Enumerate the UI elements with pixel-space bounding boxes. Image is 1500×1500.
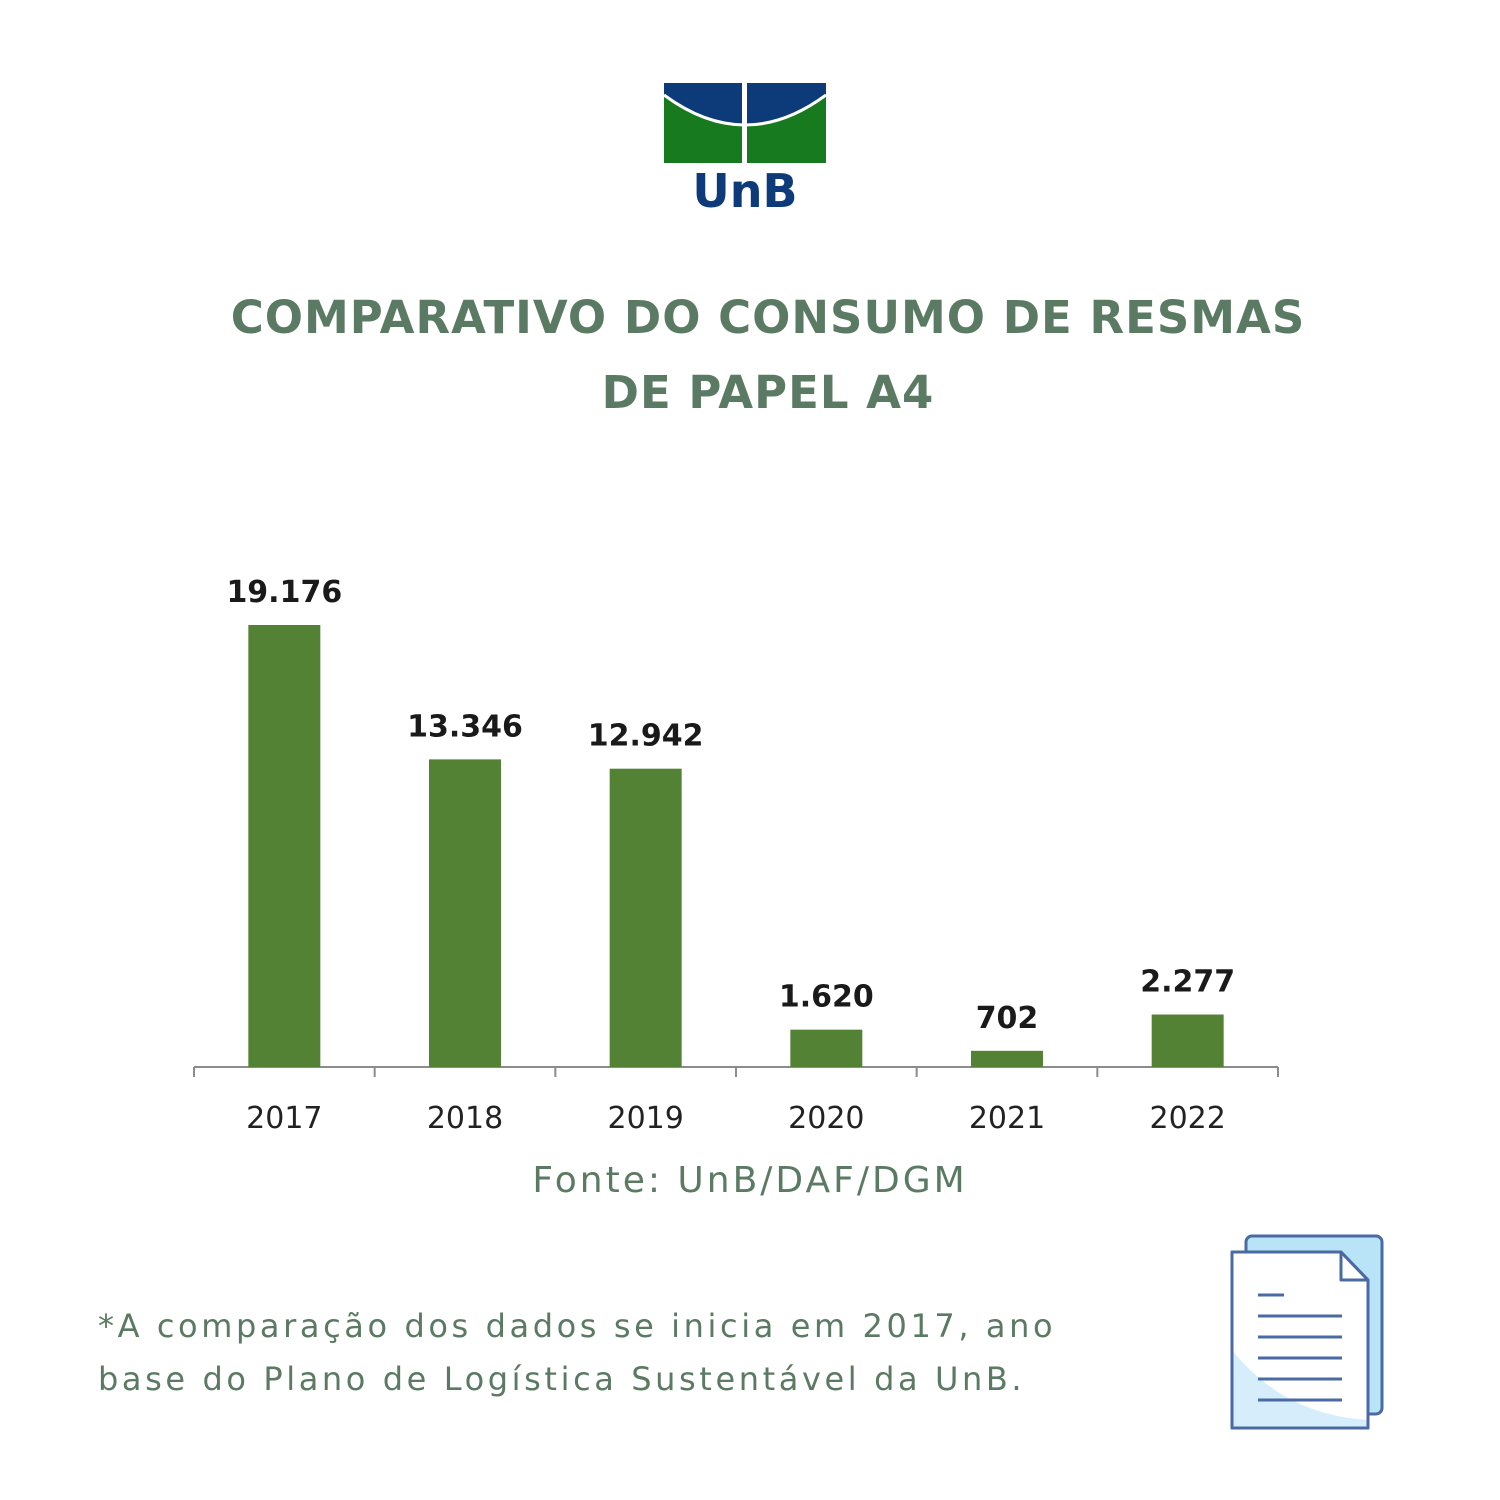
page-title: COMPARATIVO DO CONSUMO DE RESMAS DE PAPE… [100, 280, 1436, 430]
bar-value-label: 702 [976, 1001, 1039, 1036]
x-tick-label: 2020 [788, 1101, 864, 1136]
x-tick-label: 2021 [969, 1101, 1045, 1136]
bar-value-label: 19.176 [226, 575, 342, 610]
bar-2021 [971, 1050, 1043, 1067]
document-shade [1232, 1350, 1368, 1428]
bar-2022 [1151, 1014, 1224, 1067]
bar-2020 [790, 1029, 863, 1067]
x-tick-label: 2019 [607, 1101, 683, 1136]
title-line-1: COMPARATIVO DO CONSUMO DE RESMAS [230, 291, 1306, 344]
bar-2019 [609, 768, 682, 1067]
bar-2018 [429, 759, 501, 1067]
bar-value-label: 13.346 [407, 709, 523, 744]
bar-value-label: 12.942 [588, 719, 704, 754]
source-text: Fonte: UnB/DAF/DGM [532, 1160, 968, 1201]
footnote: *A comparação dos dados se inicia em 201… [98, 1300, 1218, 1406]
document-fold [1339, 1252, 1368, 1282]
unb-logo: UnB [664, 83, 826, 213]
logo-divider [742, 83, 747, 163]
footnote-line-2: base do Plano de Logística Sustentável d… [98, 1360, 1026, 1398]
footnote-line-1: *A comparação dos dados se inicia em 201… [98, 1307, 1057, 1345]
bar-value-label: 2.277 [1140, 965, 1235, 1000]
x-tick-label: 2018 [427, 1101, 503, 1136]
bar-value-label: 1.620 [779, 980, 874, 1015]
bar-2017 [248, 625, 321, 1067]
document-icon [1230, 1234, 1384, 1430]
logo-text: UnB [692, 164, 797, 213]
title-line-2: DE PAPEL A4 [601, 366, 935, 419]
x-tick-label: 2022 [1149, 1101, 1225, 1136]
x-tick-label: 2017 [246, 1101, 322, 1136]
